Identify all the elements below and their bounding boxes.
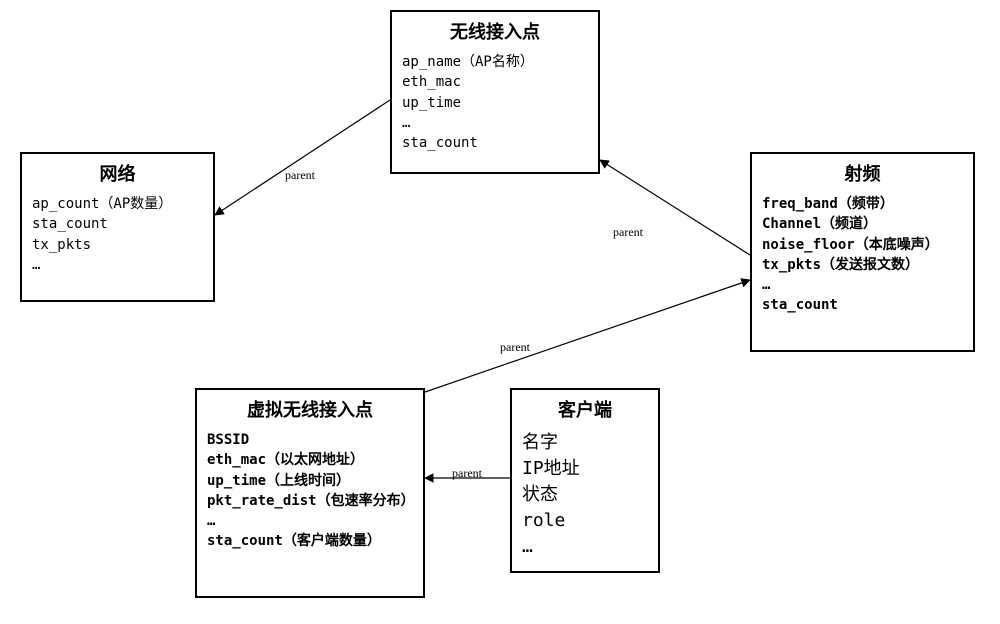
attr-line: sta_count (402, 133, 588, 153)
attr-line: freq_band（频带） (762, 194, 963, 214)
attr-line: … (32, 255, 203, 275)
attr-line: up_time（上线时间） (207, 471, 413, 491)
edge-ap-network (215, 100, 390, 215)
attr-line: pkt_rate_dist（包速率分布） (207, 491, 413, 511)
attr-line: IP地址 (522, 456, 648, 482)
edge-label-rf-ap: parent (613, 225, 643, 240)
node-network-attrs: ap_count（AP数量）sta_counttx_pkts… (22, 190, 213, 283)
node-network-title: 网络 (22, 154, 213, 190)
attr-line: up_time (402, 93, 588, 113)
node-rf: 射频 freq_band（频带）Channel（频道）noise_floor（本… (750, 152, 975, 352)
attr-line: sta_count (762, 295, 963, 315)
attr-line: … (522, 534, 648, 560)
attr-line: sta_count (32, 214, 203, 234)
attr-line: 名字 (522, 430, 648, 456)
node-client-title: 客户端 (512, 390, 658, 426)
attr-line: … (207, 511, 413, 531)
attr-line: … (402, 113, 588, 133)
attr-line: 状态 (522, 482, 648, 508)
attr-line: ap_count（AP数量） (32, 194, 203, 214)
node-ap: 无线接入点 ap_name（AP名称）eth_macup_time…sta_co… (390, 10, 600, 174)
node-vap-title: 虚拟无线接入点 (197, 390, 423, 426)
attr-line: ap_name（AP名称） (402, 52, 588, 72)
attr-line: eth_mac (402, 72, 588, 92)
node-client: 客户端 名字IP地址状态role… (510, 388, 660, 573)
edge-label-client-vap: parent (452, 466, 482, 481)
attr-line: tx_pkts (32, 235, 203, 255)
node-ap-attrs: ap_name（AP名称）eth_macup_time…sta_count (392, 48, 598, 161)
node-client-attrs: 名字IP地址状态role… (512, 426, 658, 568)
node-ap-title: 无线接入点 (392, 12, 598, 48)
attr-line: sta_count（客户端数量） (207, 531, 413, 551)
node-vap: 虚拟无线接入点 BSSIDeth_mac（以太网地址）up_time（上线时间）… (195, 388, 425, 598)
edge-rf-ap (600, 160, 750, 255)
attr-line: noise_floor（本底噪声） (762, 235, 963, 255)
attr-line: tx_pkts（发送报文数） (762, 255, 963, 275)
node-vap-attrs: BSSIDeth_mac（以太网地址）up_time（上线时间）pkt_rate… (197, 426, 423, 560)
attr-line: eth_mac（以太网地址） (207, 450, 413, 470)
attr-line: … (762, 275, 963, 295)
edge-label-ap-network: parent (285, 168, 315, 183)
edge-vap-rf (425, 280, 750, 392)
attr-line: Channel（频道） (762, 214, 963, 234)
attr-line: role (522, 508, 648, 534)
node-network: 网络 ap_count（AP数量）sta_counttx_pkts… (20, 152, 215, 302)
attr-line: BSSID (207, 430, 413, 450)
node-rf-title: 射频 (752, 154, 973, 190)
node-rf-attrs: freq_band（频带）Channel（频道）noise_floor（本底噪声… (752, 190, 973, 324)
edge-label-vap-rf: parent (500, 340, 530, 355)
